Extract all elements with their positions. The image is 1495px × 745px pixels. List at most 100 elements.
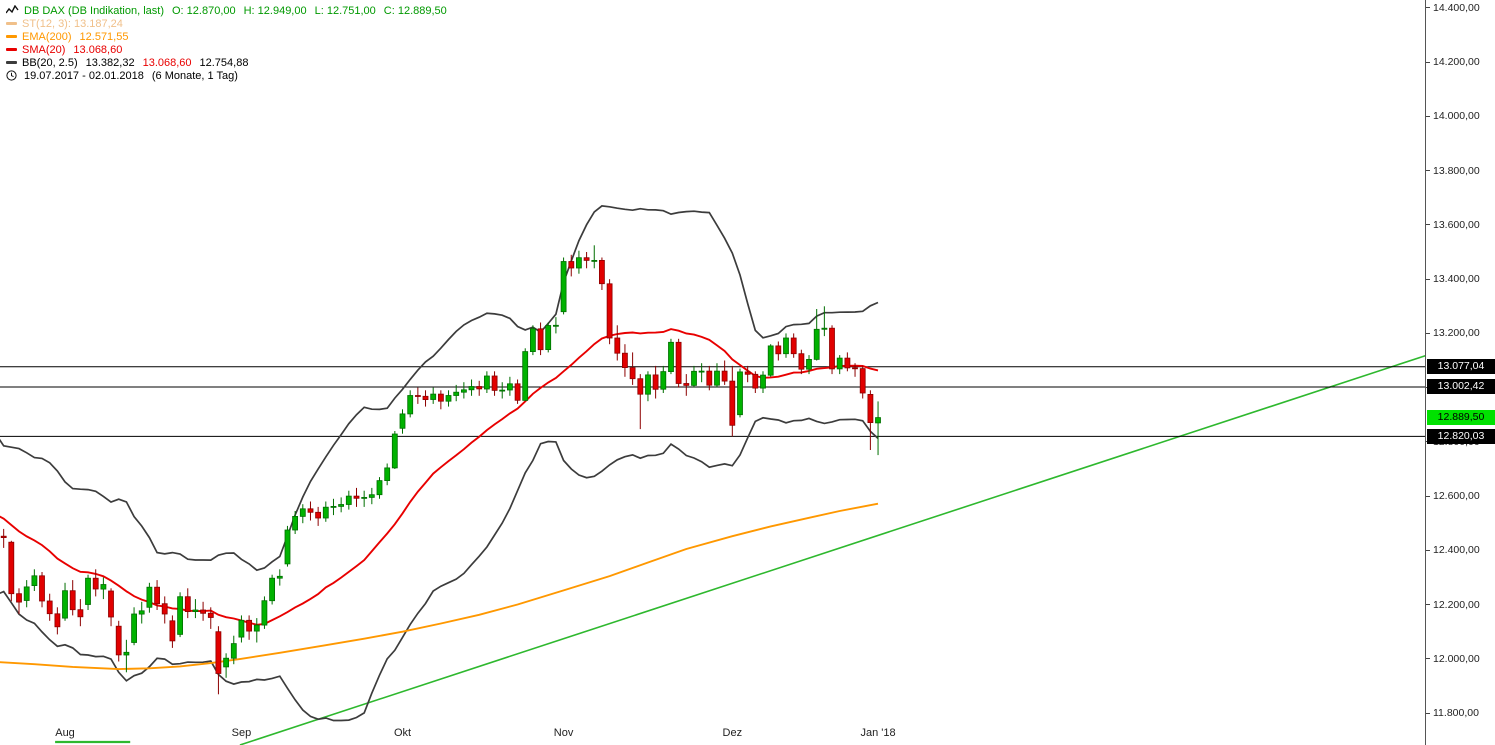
candle[interactable] [215,626,222,695]
candle[interactable] [483,371,490,393]
candle[interactable] [54,607,61,635]
candle[interactable] [399,409,406,434]
candle[interactable] [131,607,138,646]
candle[interactable] [269,574,276,605]
candle[interactable] [85,574,91,610]
candle[interactable] [115,620,122,662]
candle[interactable] [744,365,751,383]
candle[interactable] [430,387,437,404]
candle[interactable] [721,360,728,385]
candle[interactable] [460,382,467,399]
candle[interactable] [645,371,651,402]
candle[interactable] [46,593,53,621]
candle[interactable] [391,431,398,469]
candle[interactable] [775,341,782,361]
candle[interactable] [138,601,145,624]
candle[interactable] [154,580,161,610]
candle[interactable] [39,572,45,608]
candle[interactable] [368,487,375,505]
candle[interactable] [813,309,820,361]
candle[interactable] [223,653,230,678]
candle[interactable] [31,569,38,591]
candle[interactable] [292,511,299,534]
candle[interactable] [714,363,720,388]
candle[interactable] [361,490,368,507]
candle[interactable] [169,615,176,648]
candle[interactable] [499,382,506,399]
candle[interactable] [330,498,337,516]
candle[interactable] [867,390,874,450]
candle[interactable] [407,390,414,418]
candle[interactable] [545,322,552,353]
candle[interactable] [184,588,191,619]
candle[interactable] [537,322,544,356]
candle[interactable] [146,582,153,613]
candle[interactable] [652,365,659,399]
candle[interactable] [207,607,214,629]
candle[interactable] [62,582,68,621]
candle[interactable] [553,317,559,334]
candle[interactable] [829,325,835,375]
candle[interactable] [491,371,498,396]
candle[interactable] [591,245,598,269]
candle[interactable] [16,588,22,614]
candle[interactable] [683,374,690,396]
candle[interactable] [299,504,306,524]
candle[interactable] [506,376,513,396]
candle[interactable] [307,501,314,521]
candle[interactable] [100,577,107,600]
candle[interactable] [752,371,759,393]
candle[interactable] [453,384,460,402]
candle[interactable] [875,401,881,456]
candle[interactable] [246,615,253,640]
candle[interactable] [691,365,697,388]
candle[interactable] [783,333,789,358]
candle[interactable] [322,501,329,522]
candle[interactable] [437,390,444,410]
candle[interactable] [767,344,774,377]
candle[interactable] [599,257,605,291]
candle[interactable] [629,352,636,385]
candle[interactable] [622,344,628,377]
candle[interactable] [108,588,114,627]
candle[interactable] [706,365,713,391]
candle[interactable] [338,497,345,513]
candle[interactable] [522,348,529,402]
candle[interactable] [77,599,84,627]
candle[interactable] [445,390,452,407]
candle[interactable] [476,380,483,396]
candle[interactable] [583,252,590,269]
candle[interactable] [253,618,260,643]
candle[interactable] [200,601,207,621]
candle[interactable] [345,490,352,510]
candle[interactable] [560,257,567,315]
candle[interactable] [315,506,322,526]
candle[interactable] [230,635,237,665]
candle[interactable] [852,363,858,377]
trend-line[interactable] [239,354,1428,745]
candle[interactable] [668,338,674,375]
candle[interactable] [798,349,805,375]
candle[interactable] [790,333,797,358]
candle[interactable] [276,569,283,586]
candle[interactable] [8,540,15,602]
candle[interactable] [637,374,644,430]
candle[interactable] [675,338,682,388]
candle[interactable] [238,615,245,643]
candle[interactable] [177,592,184,638]
candle[interactable] [123,639,130,673]
candle[interactable] [161,596,168,624]
candle[interactable] [576,250,582,274]
candle[interactable] [614,325,621,361]
candle[interactable] [92,569,99,597]
candle[interactable] [0,528,7,548]
candle[interactable] [69,580,76,616]
candle[interactable] [414,387,421,404]
candle[interactable] [514,379,521,404]
candle[interactable] [376,477,383,499]
candle[interactable] [737,368,743,418]
candle[interactable] [468,379,475,396]
candle[interactable] [859,365,866,399]
candle[interactable] [530,325,536,356]
candle[interactable] [284,525,291,567]
